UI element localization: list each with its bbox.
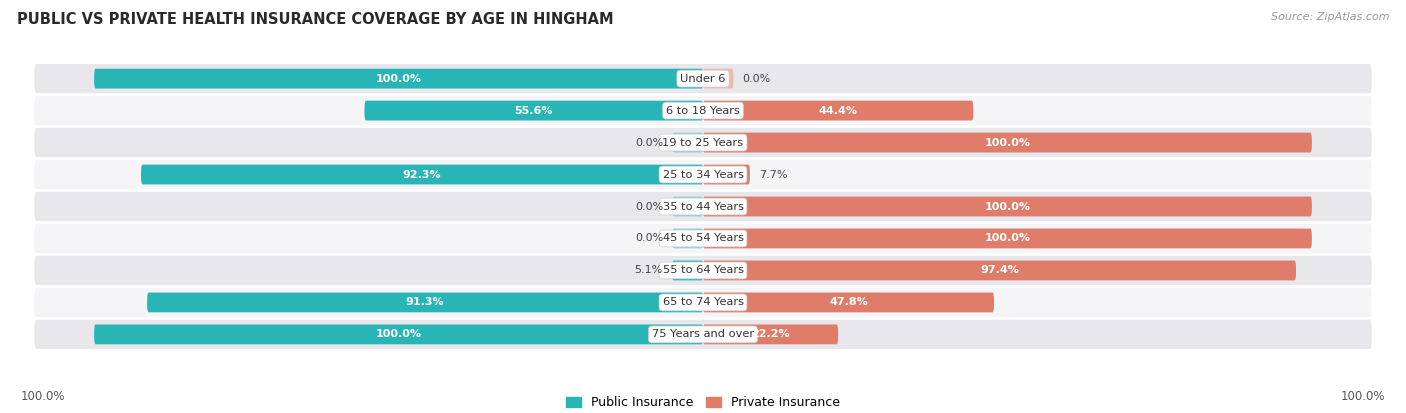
Text: 6 to 18 Years: 6 to 18 Years xyxy=(666,106,740,116)
Text: PUBLIC VS PRIVATE HEALTH INSURANCE COVERAGE BY AGE IN HINGHAM: PUBLIC VS PRIVATE HEALTH INSURANCE COVER… xyxy=(17,12,613,27)
FancyBboxPatch shape xyxy=(703,292,994,312)
Text: 5.1%: 5.1% xyxy=(634,266,662,275)
Text: 100.0%: 100.0% xyxy=(984,202,1031,211)
Text: Source: ZipAtlas.com: Source: ZipAtlas.com xyxy=(1271,12,1389,22)
FancyBboxPatch shape xyxy=(672,261,703,280)
FancyBboxPatch shape xyxy=(34,159,1372,190)
FancyBboxPatch shape xyxy=(34,223,1372,254)
Text: 100.0%: 100.0% xyxy=(21,390,66,403)
Text: 100.0%: 100.0% xyxy=(984,233,1031,244)
Text: 75 Years and over: 75 Years and over xyxy=(652,330,754,339)
FancyBboxPatch shape xyxy=(364,101,703,121)
Text: 100.0%: 100.0% xyxy=(1340,390,1385,403)
Text: 47.8%: 47.8% xyxy=(830,297,868,307)
FancyBboxPatch shape xyxy=(148,292,703,312)
Text: Under 6: Under 6 xyxy=(681,74,725,83)
Legend: Public Insurance, Private Insurance: Public Insurance, Private Insurance xyxy=(561,392,845,413)
Text: 55 to 64 Years: 55 to 64 Years xyxy=(662,266,744,275)
Text: 97.4%: 97.4% xyxy=(980,266,1019,275)
Text: 55.6%: 55.6% xyxy=(515,106,553,116)
FancyBboxPatch shape xyxy=(34,63,1372,94)
Text: 100.0%: 100.0% xyxy=(984,138,1031,147)
Text: 44.4%: 44.4% xyxy=(818,106,858,116)
Text: 22.2%: 22.2% xyxy=(751,330,790,339)
FancyBboxPatch shape xyxy=(94,69,703,88)
Text: 19 to 25 Years: 19 to 25 Years xyxy=(662,138,744,147)
FancyBboxPatch shape xyxy=(34,95,1372,126)
Text: 45 to 54 Years: 45 to 54 Years xyxy=(662,233,744,244)
FancyBboxPatch shape xyxy=(34,287,1372,318)
FancyBboxPatch shape xyxy=(703,101,973,121)
FancyBboxPatch shape xyxy=(703,261,1296,280)
Text: 92.3%: 92.3% xyxy=(402,169,441,180)
FancyBboxPatch shape xyxy=(672,133,703,152)
FancyBboxPatch shape xyxy=(703,133,1312,152)
Text: 0.0%: 0.0% xyxy=(742,74,770,83)
Text: 0.0%: 0.0% xyxy=(636,202,664,211)
FancyBboxPatch shape xyxy=(672,228,703,248)
FancyBboxPatch shape xyxy=(703,325,838,344)
Text: 65 to 74 Years: 65 to 74 Years xyxy=(662,297,744,307)
Text: 100.0%: 100.0% xyxy=(375,330,422,339)
FancyBboxPatch shape xyxy=(703,197,1312,216)
Text: 35 to 44 Years: 35 to 44 Years xyxy=(662,202,744,211)
Text: 25 to 34 Years: 25 to 34 Years xyxy=(662,169,744,180)
FancyBboxPatch shape xyxy=(34,319,1372,350)
FancyBboxPatch shape xyxy=(703,165,749,185)
Text: 0.0%: 0.0% xyxy=(636,233,664,244)
FancyBboxPatch shape xyxy=(672,197,703,216)
FancyBboxPatch shape xyxy=(703,69,734,88)
FancyBboxPatch shape xyxy=(34,255,1372,286)
Text: 91.3%: 91.3% xyxy=(406,297,444,307)
Text: 0.0%: 0.0% xyxy=(636,138,664,147)
FancyBboxPatch shape xyxy=(34,191,1372,222)
FancyBboxPatch shape xyxy=(141,165,703,185)
FancyBboxPatch shape xyxy=(703,228,1312,248)
Text: 7.7%: 7.7% xyxy=(759,169,787,180)
Text: 100.0%: 100.0% xyxy=(375,74,422,83)
FancyBboxPatch shape xyxy=(94,325,703,344)
FancyBboxPatch shape xyxy=(34,127,1372,158)
